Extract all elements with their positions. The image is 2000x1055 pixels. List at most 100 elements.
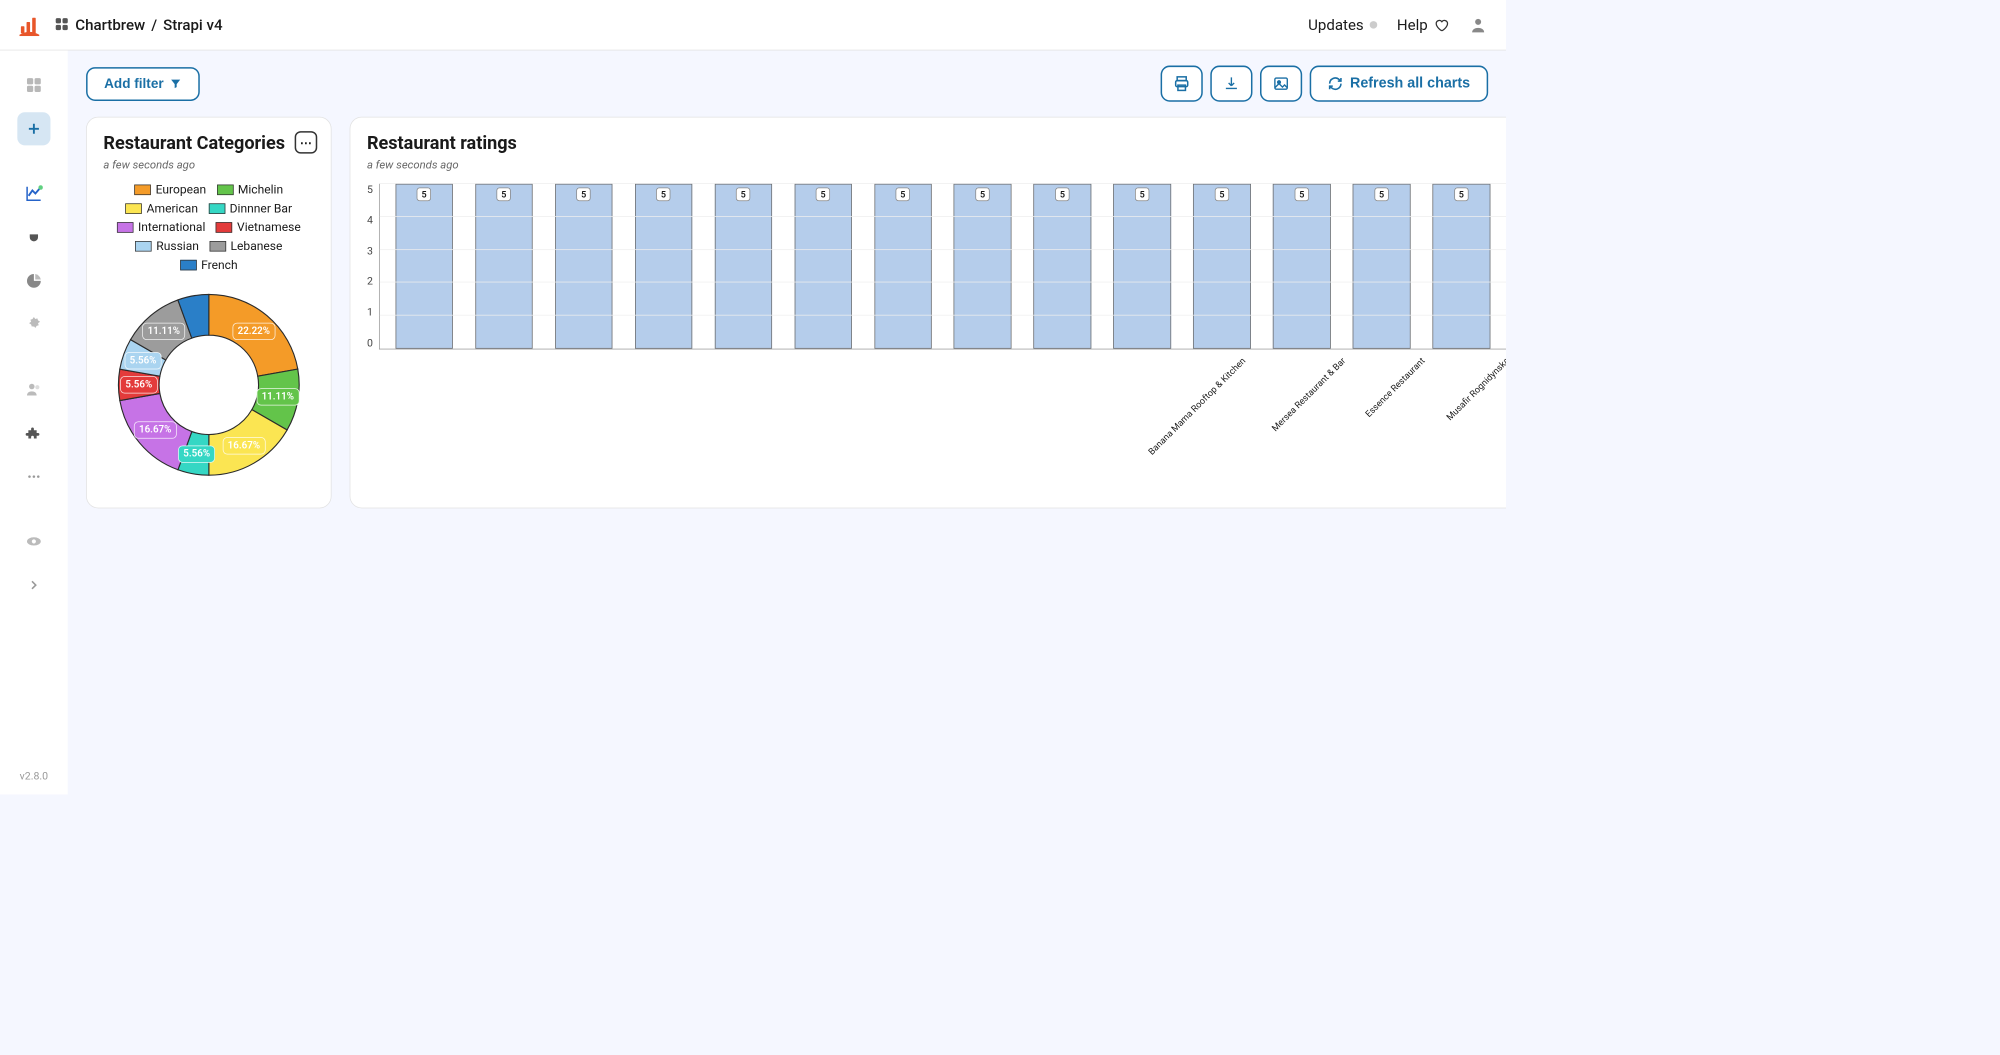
doughnut-slice-label: 5.56% [120, 376, 157, 393]
card-title: Restaurant Categories [103, 133, 314, 154]
print-icon [1172, 75, 1190, 93]
legend-item[interactable]: International [117, 220, 206, 234]
refresh-all-button[interactable]: Refresh all charts [1309, 66, 1488, 102]
sidebar-connections[interactable] [17, 221, 50, 254]
user-avatar[interactable] [1468, 15, 1488, 35]
sidebar-add[interactable] [17, 112, 50, 145]
download-button[interactable] [1210, 66, 1252, 102]
bar: 5 [475, 184, 532, 349]
heart-icon [1434, 17, 1449, 32]
legend-label: American [146, 201, 197, 215]
bar-column: 5 [544, 184, 624, 349]
y-axis: 543210 [367, 184, 379, 350]
download-icon [1223, 75, 1240, 92]
legend-item[interactable]: European [134, 182, 206, 196]
add-filter-button[interactable]: Add filter [86, 67, 200, 101]
x-tick-label: Essence Restaurant [1363, 355, 1427, 419]
sidebar-visibility[interactable] [17, 525, 50, 558]
bar-chart: 543210 555555555555555554 [367, 184, 1506, 350]
version-label: v2.8.0 [20, 770, 48, 782]
sidebar-collapse[interactable] [17, 569, 50, 602]
y-tick: 5 [367, 184, 373, 196]
breadcrumb-page[interactable]: Strapi v4 [163, 16, 222, 34]
bar-value-label: 5 [656, 187, 670, 201]
card-updated: a few seconds ago [103, 158, 314, 172]
bar-value-label: 5 [1454, 187, 1468, 201]
legend-item[interactable]: Michelin [216, 182, 282, 196]
legend-item[interactable]: Russian [135, 239, 199, 253]
bar: 5 [1432, 184, 1489, 349]
chart-legend: European Michelin American Dinnner Bar Inter… [103, 182, 314, 272]
legend-swatch [216, 184, 233, 195]
bar-column: 5 [384, 184, 464, 349]
bar-column: 5 [1421, 184, 1501, 349]
updates-label: Updates [1308, 16, 1364, 34]
sidebar-dashboard[interactable] [17, 69, 50, 102]
legend-label: Russian [156, 239, 199, 253]
legend-item[interactable]: American [125, 201, 197, 215]
image-icon [1272, 75, 1289, 92]
x-tick-label: Mersea Restaurant & Bar [1269, 355, 1347, 433]
sidebar-charts[interactable] [17, 177, 50, 210]
sidebar: v2.8.0 [0, 50, 68, 794]
bar: 5 [555, 184, 612, 349]
y-tick: 4 [367, 214, 373, 226]
legend-item[interactable]: Dinnner Bar [208, 201, 291, 215]
image-button[interactable] [1259, 66, 1301, 102]
sidebar-settings[interactable] [17, 308, 50, 341]
sidebar-more[interactable] [17, 460, 50, 493]
bar-column: 5 [783, 184, 863, 349]
bar-value-label: 5 [895, 187, 909, 201]
bar-column: 5 [1102, 184, 1182, 349]
bar-column: 5 [464, 184, 544, 349]
eye-icon [26, 533, 43, 550]
legend-swatch [134, 184, 151, 195]
doughnut-chart: 22.22%11.11%16.67%5.56%16.67%5.56%5.56%1… [103, 279, 314, 490]
doughnut-slice-label: 11.11% [142, 322, 185, 339]
bar: 5 [874, 184, 931, 349]
card-title: Restaurant ratings [367, 133, 1506, 154]
legend-swatch [125, 203, 142, 214]
bar-value-label: 5 [417, 187, 431, 201]
bar-value-label: 5 [1374, 187, 1388, 201]
bar: 5 [794, 184, 851, 349]
sidebar-plugins[interactable] [17, 416, 50, 449]
print-button[interactable] [1160, 66, 1202, 102]
refresh-icon [1327, 76, 1342, 91]
top-actions: Updates Help [1308, 15, 1488, 35]
doughnut-slice-label: 5.56% [178, 445, 215, 462]
legend-item[interactable]: Lebanese [209, 239, 282, 253]
sidebar-team[interactable] [17, 373, 50, 406]
sidebar-reports[interactable] [17, 264, 50, 297]
doughnut-slice-label: 5.56% [124, 352, 161, 369]
refresh-label: Refresh all charts [1350, 75, 1470, 92]
legend-item[interactable]: Vietnamese [216, 220, 301, 234]
breadcrumb-root[interactable]: Chartbrew [75, 16, 145, 34]
legend-label: International [138, 220, 205, 234]
legend-label: European [155, 182, 206, 196]
bar: 5 [1113, 184, 1170, 349]
legend-swatch [135, 241, 152, 252]
chart-line-icon [25, 184, 43, 202]
updates-button[interactable]: Updates [1308, 16, 1377, 34]
legend-swatch [209, 241, 226, 252]
legend-label: Dinnner Bar [229, 201, 291, 215]
legend-swatch [180, 259, 197, 270]
chevron-right-icon [26, 578, 41, 593]
legend-item[interactable]: French [180, 258, 238, 272]
bar-column: 5 [1341, 184, 1421, 349]
plug-icon [26, 229, 43, 246]
bar-column: 5 [1501, 184, 1506, 349]
bar-value-label: 5 [1215, 187, 1229, 201]
bar: 5 [954, 184, 1011, 349]
help-button[interactable]: Help [1397, 16, 1449, 34]
card-more-button[interactable]: ⋯ [294, 131, 317, 154]
plus-icon [26, 121, 41, 136]
card-updated: a few seconds ago [367, 158, 1506, 172]
bar-column: 5 [1262, 184, 1342, 349]
filter-icon [169, 78, 181, 90]
bar: 5 [1033, 184, 1090, 349]
legend-label: French [201, 258, 237, 272]
bar-value-label: 5 [975, 187, 989, 201]
x-tick-label: Musafir Rognidynska [1444, 355, 1506, 422]
